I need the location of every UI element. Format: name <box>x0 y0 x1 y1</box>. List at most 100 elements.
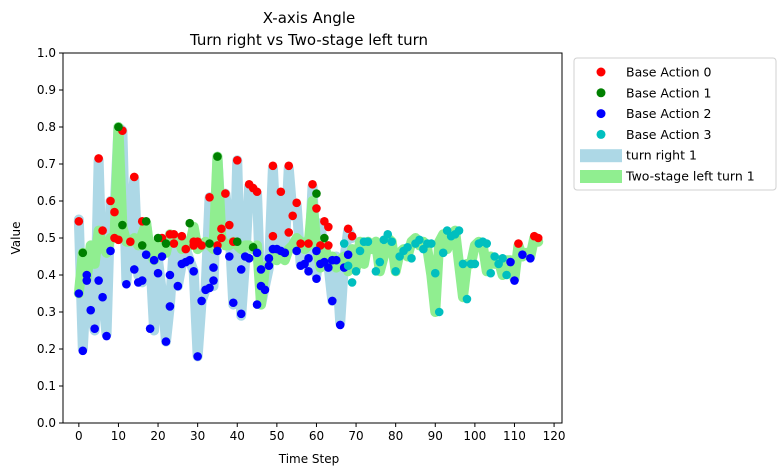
x-tick-label: 60 <box>309 429 324 443</box>
point-action-1 <box>232 237 242 246</box>
point-action-2 <box>244 254 254 263</box>
point-action-3 <box>490 252 499 261</box>
point-action-0 <box>129 172 139 182</box>
point-action-2 <box>193 352 202 361</box>
legend-marker <box>596 109 606 119</box>
point-action-3 <box>454 226 464 235</box>
legend-swatch <box>580 149 622 163</box>
point-action-0 <box>252 187 262 197</box>
point-action-2 <box>141 250 151 259</box>
point-action-2 <box>173 281 183 291</box>
point-action-1 <box>153 233 163 243</box>
point-action-3 <box>502 270 511 280</box>
point-action-2 <box>205 283 214 293</box>
point-action-0 <box>169 239 179 248</box>
point-action-3 <box>430 268 440 278</box>
point-action-3 <box>363 237 373 246</box>
point-action-0 <box>98 226 107 235</box>
point-action-2 <box>86 305 96 315</box>
point-action-3 <box>351 267 361 276</box>
y-tick-label: 0.9 <box>37 83 56 97</box>
point-action-2 <box>510 276 519 285</box>
point-action-3 <box>427 239 436 248</box>
x-tick-label: 120 <box>543 429 566 443</box>
point-action-1 <box>114 122 123 132</box>
point-action-2 <box>78 346 88 356</box>
point-action-2 <box>145 324 155 333</box>
point-action-3 <box>383 230 393 239</box>
point-action-1 <box>78 248 88 258</box>
point-action-0 <box>292 198 301 208</box>
point-action-0 <box>126 237 135 246</box>
point-action-2 <box>82 276 92 285</box>
point-action-3 <box>375 257 385 267</box>
point-action-2 <box>129 265 139 274</box>
legend-marker <box>596 129 606 139</box>
point-action-0 <box>217 224 226 234</box>
legend-label: turn right 1 <box>626 148 697 163</box>
x-tick-label: 30 <box>190 429 205 443</box>
legend-frame <box>573 57 777 191</box>
point-action-2 <box>161 337 171 346</box>
point-action-2 <box>228 298 238 308</box>
legend-label: Base Action 1 <box>626 85 712 100</box>
point-action-2 <box>304 267 313 276</box>
point-action-2 <box>209 276 218 285</box>
point-action-0 <box>181 244 191 254</box>
y-axis: 0.0 0.1 0.2 0.3 0.4 0.5 0.6 0.7 0.8 0.9 1.0 <box>37 46 63 430</box>
x-tick-label: 50 <box>269 429 284 443</box>
point-action-2 <box>335 320 345 330</box>
point-action-2 <box>149 255 159 265</box>
point-action-0 <box>197 241 206 250</box>
point-action-2 <box>312 274 321 284</box>
point-action-0 <box>288 211 298 221</box>
point-action-1 <box>213 152 222 161</box>
x-tick-label: 110 <box>503 429 526 443</box>
point-action-1 <box>141 217 151 226</box>
y-tick-label: 0.3 <box>37 305 56 319</box>
point-action-0 <box>276 187 286 197</box>
point-action-0 <box>324 241 333 250</box>
point-action-0 <box>217 233 226 243</box>
point-action-1 <box>312 189 321 198</box>
point-action-0 <box>347 231 357 241</box>
point-action-1 <box>320 233 329 243</box>
point-action-3 <box>387 237 397 246</box>
point-action-2 <box>292 246 301 256</box>
point-action-2 <box>324 263 333 272</box>
x-tick-label: 100 <box>463 429 486 443</box>
x-tick-label: 90 <box>428 429 443 443</box>
point-action-0 <box>110 207 119 217</box>
y-tick-label: 1.0 <box>37 46 56 60</box>
point-action-2 <box>280 248 290 258</box>
point-action-1 <box>185 218 195 228</box>
point-action-2 <box>189 267 198 276</box>
x-tick-label: 70 <box>348 429 363 443</box>
point-action-2 <box>518 250 527 259</box>
point-action-0 <box>284 161 294 171</box>
plot-area <box>73 122 544 362</box>
point-action-2 <box>74 289 84 298</box>
point-action-2 <box>526 254 535 263</box>
point-action-0 <box>514 239 523 248</box>
point-action-2 <box>252 248 262 258</box>
legend: Base Action 0 Base Action 1 Base Action 2 B… <box>573 57 777 191</box>
point-action-0 <box>304 239 313 248</box>
point-action-3 <box>486 268 496 278</box>
point-action-2 <box>165 302 175 311</box>
point-action-1 <box>137 241 147 250</box>
point-action-0 <box>324 222 333 232</box>
legend-label: Base Action 0 <box>626 65 712 80</box>
point-action-0 <box>94 154 103 163</box>
point-action-0 <box>296 239 305 248</box>
x-tick-label: 0 <box>75 429 83 443</box>
x-axis: 0 10 20 30 40 50 60 70 80 90 100 110 120 <box>75 423 566 443</box>
point-action-0 <box>268 161 278 171</box>
legend-marker <box>596 67 606 77</box>
point-action-3 <box>355 246 365 256</box>
x-axis-label: Time Step <box>278 452 340 466</box>
point-action-2 <box>260 285 270 295</box>
point-action-2 <box>137 276 147 285</box>
point-action-0 <box>221 189 230 198</box>
point-action-2 <box>102 331 111 341</box>
